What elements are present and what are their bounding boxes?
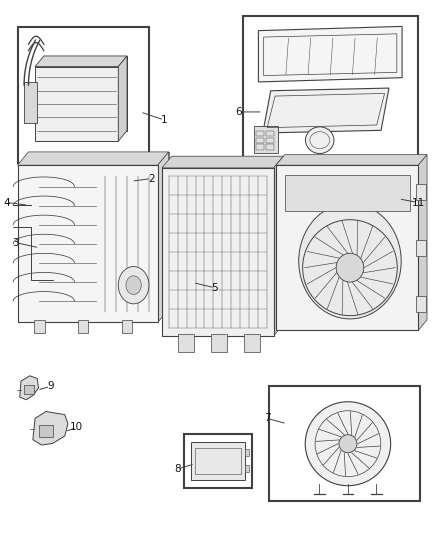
Polygon shape <box>44 56 127 131</box>
Bar <box>266 144 274 150</box>
Polygon shape <box>418 155 427 330</box>
Ellipse shape <box>305 127 334 154</box>
Text: 7: 7 <box>264 414 271 423</box>
Text: 9: 9 <box>47 382 54 391</box>
Polygon shape <box>276 165 418 330</box>
Text: 1: 1 <box>161 115 168 125</box>
Polygon shape <box>263 88 389 133</box>
Bar <box>191 442 245 480</box>
Text: 6: 6 <box>235 107 242 117</box>
Bar <box>416 184 426 200</box>
Bar <box>34 320 45 333</box>
Ellipse shape <box>336 253 364 282</box>
Bar <box>266 131 274 136</box>
Bar <box>416 240 426 256</box>
Text: 8: 8 <box>174 464 181 474</box>
Polygon shape <box>18 165 158 322</box>
Bar <box>178 334 194 352</box>
Bar <box>245 449 249 456</box>
Ellipse shape <box>118 266 149 304</box>
Bar <box>244 334 260 352</box>
Polygon shape <box>162 156 283 168</box>
Ellipse shape <box>126 276 141 294</box>
Polygon shape <box>162 168 274 336</box>
Bar <box>266 138 274 143</box>
Bar <box>416 296 426 312</box>
Bar <box>122 320 132 333</box>
Text: 11: 11 <box>412 198 425 207</box>
Polygon shape <box>35 67 118 141</box>
Polygon shape <box>158 152 169 322</box>
Bar <box>24 385 34 394</box>
Polygon shape <box>35 56 127 67</box>
Bar <box>195 448 241 474</box>
Text: 3: 3 <box>12 238 19 247</box>
Bar <box>256 131 264 136</box>
Ellipse shape <box>339 435 357 453</box>
Bar <box>285 175 410 212</box>
Ellipse shape <box>305 402 391 486</box>
Polygon shape <box>118 56 127 141</box>
Bar <box>39 425 53 437</box>
Text: 10: 10 <box>70 423 83 432</box>
Ellipse shape <box>299 203 401 319</box>
Polygon shape <box>274 156 283 336</box>
Bar <box>184 434 252 488</box>
Bar <box>211 334 227 352</box>
Bar <box>254 126 278 153</box>
Bar <box>78 320 88 333</box>
Bar <box>245 465 249 472</box>
Bar <box>24 82 37 123</box>
Text: 2: 2 <box>148 174 155 183</box>
Text: 5: 5 <box>211 283 218 293</box>
Bar <box>256 138 264 143</box>
Polygon shape <box>258 27 402 82</box>
Polygon shape <box>20 376 39 400</box>
Polygon shape <box>276 155 427 165</box>
Bar <box>18 27 149 163</box>
Bar <box>256 144 264 150</box>
Text: 4: 4 <box>3 198 10 207</box>
Polygon shape <box>28 152 169 309</box>
Polygon shape <box>18 152 169 165</box>
Bar <box>269 386 420 501</box>
Polygon shape <box>172 156 283 324</box>
Bar <box>243 16 418 163</box>
Polygon shape <box>33 411 68 445</box>
